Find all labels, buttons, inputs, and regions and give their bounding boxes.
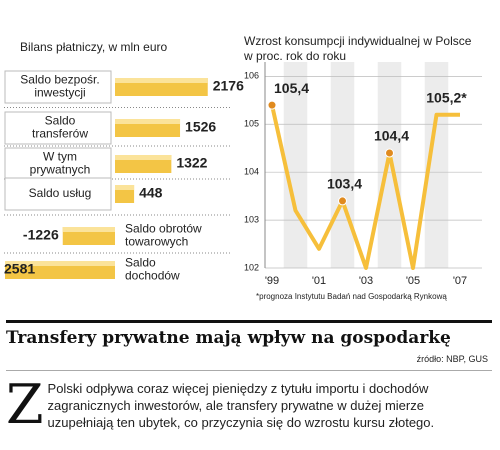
y-tick-label: 104 — [244, 167, 259, 177]
x-tick-label: '01 — [312, 275, 326, 287]
source: źródło: NBP, GUS — [416, 354, 488, 364]
y-tick-label: 102 — [244, 262, 259, 272]
rule — [6, 320, 492, 323]
x-tick-label: '07 — [453, 275, 467, 287]
label-box — [4, 147, 112, 181]
value-label: 104,4 — [374, 128, 409, 144]
value-label: 1322 — [176, 155, 207, 171]
category-label: inwestycji — [34, 86, 85, 100]
rule — [6, 370, 492, 371]
value-label: 2581 — [4, 261, 35, 277]
note: *prognoza Instytutu Badań nad Gospodarką… — [256, 292, 447, 301]
category-label: Saldo obrotów — [125, 222, 202, 236]
y-tick-label: 103 — [244, 214, 259, 224]
right-title: Wzrost konsumpcji indywidualnej w Polsce — [244, 34, 472, 48]
bar-shade — [62, 227, 115, 232]
label-box — [4, 177, 112, 211]
line — [270, 104, 460, 270]
body-text: Polski odpływa coraz więcej pieniędzy z … — [47, 381, 435, 430]
y-tick-label: 105 — [244, 119, 259, 129]
value-label: 103,4 — [327, 176, 362, 192]
category-label: prywatnych — [30, 163, 91, 177]
y-tick-label: 106 — [244, 71, 259, 81]
marker — [385, 148, 394, 158]
category-label: Saldo — [125, 256, 156, 270]
label-box — [4, 111, 112, 145]
right-subtitle: w proc. rok do roku — [243, 49, 346, 63]
category-label: towarowych — [125, 235, 188, 249]
category-label: transferów — [32, 127, 88, 141]
bar-shade — [115, 78, 208, 83]
headline: Transfery prywatne mają wpływ na gospoda… — [6, 328, 451, 348]
value-label: 448 — [139, 185, 163, 201]
category-label: Saldo usług — [29, 186, 92, 200]
band — [330, 62, 355, 268]
marker — [267, 100, 277, 110]
charts: Bilans płatniczy, w mln euro Wzrost kons… — [4, 34, 482, 301]
value-label: 2176 — [213, 78, 244, 94]
marker — [338, 196, 347, 206]
drop-cap: Z — [6, 373, 44, 436]
bar-shade — [115, 155, 172, 160]
value-label: -1226 — [23, 227, 59, 243]
category-label: Saldo — [45, 114, 76, 128]
band — [377, 62, 402, 268]
bar-shade — [5, 261, 115, 266]
value-label: 105,4 — [274, 80, 309, 96]
value-label: 105,2* — [426, 89, 467, 105]
x-tick-label: '03 — [359, 275, 373, 287]
article: Transfery prywatne mają wpływ na gospoda… — [0, 318, 500, 450]
category-label: dochodów — [125, 269, 180, 283]
x-tick-label: '05 — [406, 275, 420, 287]
body: Z Polski odpływa coraz więcej pieniędzy z… — [6, 373, 486, 436]
value-label: 1526 — [185, 119, 216, 135]
x-tick-label: '99 — [265, 275, 279, 287]
bar-shade — [115, 119, 181, 124]
label-box — [4, 70, 112, 104]
left-title: Bilans płatniczy, w mln euro — [20, 40, 167, 54]
bar-shade — [115, 185, 135, 190]
category-label: W tym — [43, 150, 77, 164]
category-label: Saldo bezpośr. — [20, 73, 99, 87]
